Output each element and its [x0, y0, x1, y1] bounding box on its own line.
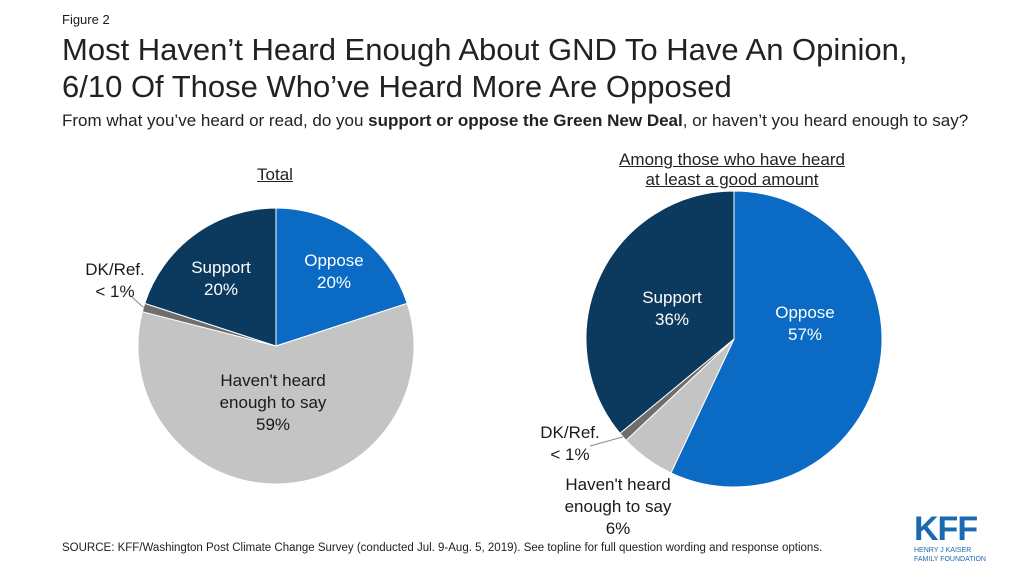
pie-total-dk-leader	[131, 296, 144, 308]
question-text: From what you’ve heard or read, do you s…	[62, 110, 982, 132]
question-prefix: From what you’ve heard or read, do you	[62, 111, 369, 130]
kff-logo-letters: KFF	[914, 510, 977, 548]
pie-total-label-dk: DK/Ref. < 1%	[85, 260, 145, 301]
chart-title: Most Haven’t Heard Enough About GND To H…	[62, 31, 1002, 105]
pie-total-label-dk-line: DK/Ref.	[85, 260, 145, 279]
pie-total-label-oppose-line: 20%	[317, 273, 351, 292]
pie-heard-slice-support	[585, 190, 735, 435]
pie-total-label-oppose: Oppose 20%	[304, 251, 364, 292]
pie-heard-label-havent-heard-line: Haven't heard	[565, 475, 670, 494]
pie-heard-dk-leader	[589, 436, 624, 447]
pie-total-label-support-line: Support	[191, 258, 251, 277]
pie-heard-label-havent-heard-line: 6%	[606, 519, 631, 538]
pie-heard-label-oppose-line: Oppose	[775, 303, 835, 322]
pie-heard-label-dk-line: DK/Ref.	[540, 423, 600, 442]
pie-total-title: Total	[257, 165, 293, 184]
question-bold: support or oppose the Green New Deal	[368, 111, 683, 130]
pie-total-slice-support	[144, 207, 277, 347]
question-suffix: , or haven’t you heard enough to say?	[682, 111, 969, 130]
pie-heard-label-dk: DK/Ref. < 1%	[540, 423, 600, 464]
pie-total-label-dk-line: < 1%	[95, 282, 134, 301]
kff-logo: KFF HENRY J KAISER FAMILY FOUNDATION	[914, 510, 986, 563]
pie-total-label-oppose-line: Oppose	[304, 251, 364, 270]
pie-total-slice-haven-t-heard-enough-to-say	[137, 302, 415, 485]
pie-heard-title: Among those who have heard at least a go…	[562, 150, 902, 190]
pie-heard-slice-oppose	[670, 190, 883, 488]
pie-heard-label-support: Support 36%	[642, 288, 702, 329]
pie-heard-label-oppose: Oppose 57%	[775, 303, 835, 344]
pie-heard-label-support-line: 36%	[655, 310, 689, 329]
pie-heard-label-dk-line: < 1%	[550, 445, 589, 464]
title-line-2: 6/10 Of Those Who’ve Heard More Are Oppo…	[62, 69, 732, 104]
pie-heard-title-line-1: Among those who have heard	[619, 150, 845, 169]
pie-heard-label-havent-heard-line: enough to say	[565, 497, 672, 516]
pie-heard-label-havent-heard: Haven't heard enough to say 6%	[565, 475, 672, 538]
pie-heard-title-line-2: at least a good amount	[645, 170, 819, 189]
source-note: SOURCE: KFF/Washington Post Climate Chan…	[62, 542, 823, 554]
pie-total-label-support: Support 20%	[191, 258, 251, 299]
pie-total-slice-oppose	[275, 207, 408, 347]
kff-logo-line-2: FAMILY FOUNDATION	[914, 556, 986, 563]
kff-logo-line-1: HENRY J KAISER	[914, 547, 971, 554]
pie-heard-label-support-line: Support	[642, 288, 702, 307]
pie-total-label-havent-heard-line: enough to say	[220, 393, 327, 412]
pie-total-label-havent-heard: Haven't heard enough to say 59%	[220, 371, 327, 434]
pie-total-label-havent-heard-line: Haven't heard	[220, 371, 325, 390]
pie-total-label-support-line: 20%	[204, 280, 238, 299]
figure-label: Figure 2	[62, 12, 110, 27]
pie-total-label-havent-heard-line: 59%	[256, 415, 290, 434]
title-line-1: Most Haven’t Heard Enough About GND To H…	[62, 32, 908, 67]
pie-heard-label-oppose-line: 57%	[788, 325, 822, 344]
